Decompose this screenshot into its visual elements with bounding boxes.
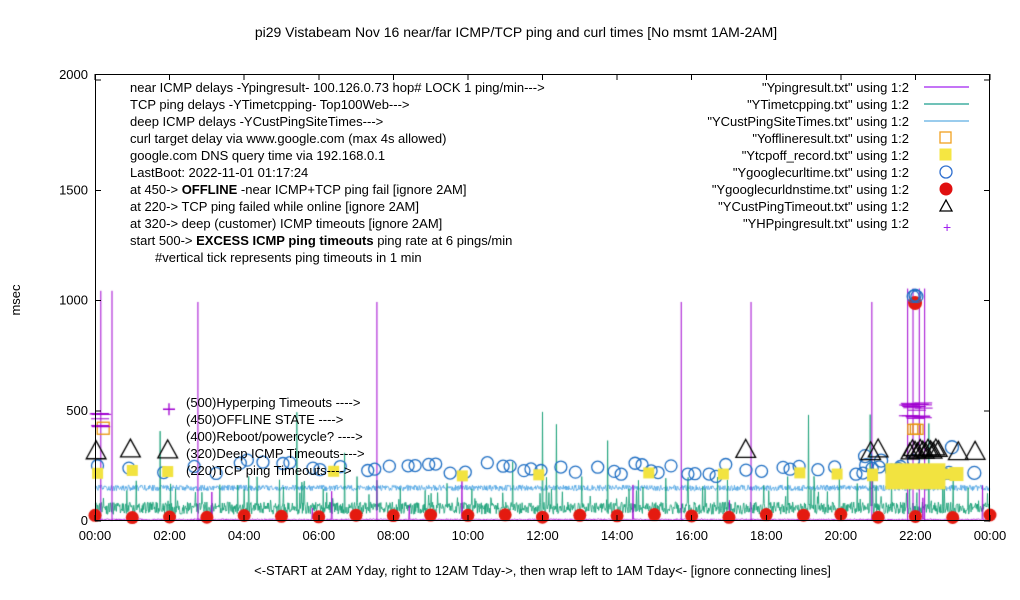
- svg-text:curl target delay via www.goog: curl target delay via www.google.com (ma…: [130, 131, 446, 146]
- svg-text:(220)TCP ping Timeouts---->: (220)TCP ping Timeouts---->: [186, 463, 352, 478]
- svg-text:10:00: 10:00: [452, 528, 485, 543]
- svg-text:"Ytcpoff_record.txt" using 1:2: "Ytcpoff_record.txt" using 1:2: [742, 148, 909, 163]
- svg-text:"YHPpingresult.txt" using 1:2: "YHPpingresult.txt" using 1:2: [743, 216, 909, 231]
- svg-text:20:00: 20:00: [825, 528, 858, 543]
- svg-text:12:00: 12:00: [526, 528, 559, 543]
- svg-text:16:00: 16:00: [675, 528, 708, 543]
- svg-text:500: 500: [66, 403, 88, 418]
- svg-text:"Ygooglecurltime.txt" using 1:: "Ygooglecurltime.txt" using 1:2: [733, 165, 909, 180]
- svg-text:"YCustPingTimeout.txt" using 1: "YCustPingTimeout.txt" using 1:2: [718, 199, 909, 214]
- svg-text:08:00: 08:00: [377, 528, 410, 543]
- svg-text:at 450-> OFFLINE -near ICMP+TC: at 450-> OFFLINE -near ICMP+TCP ping fai…: [130, 182, 466, 197]
- svg-text:00:00: 00:00: [974, 528, 1007, 543]
- svg-text:"Yofflineresult.txt" using 1:2: "Yofflineresult.txt" using 1:2: [752, 131, 909, 146]
- svg-text:near ICMP delays -Ypingresult-: near ICMP delays -Ypingresult- 100.126.0…: [130, 80, 545, 95]
- svg-text:0: 0: [81, 513, 88, 528]
- svg-text:start 500-> EXCESS ICMP ping t: start 500-> EXCESS ICMP ping timeouts pi…: [130, 233, 512, 248]
- svg-text:at 320-> deep (customer) ICMP: at 320-> deep (customer) ICMP timeouts […: [130, 216, 442, 231]
- svg-text:+: +: [943, 219, 951, 235]
- svg-text:18:00: 18:00: [750, 528, 783, 543]
- svg-text:pi29 Vistabeam Nov 16 near/f: pi29 Vistabeam Nov 16 near/far ICMP/TCP …: [255, 24, 777, 40]
- svg-text:1500: 1500: [59, 182, 88, 197]
- svg-text:"Ygooglecurldnstime.txt" using: "Ygooglecurldnstime.txt" using 1:2: [712, 182, 909, 197]
- svg-text:at 220-> TCP ping failed while: at 220-> TCP ping failed while online [i…: [130, 199, 419, 214]
- svg-text:(500)Hyperping Timeouts ---->: (500)Hyperping Timeouts ---->: [186, 395, 360, 410]
- svg-text:#vertical tick represents ping: #vertical tick represents ping timeouts …: [155, 250, 422, 265]
- svg-text:"YTimetcpping.txt" using 1:2: "YTimetcpping.txt" using 1:2: [747, 97, 909, 112]
- svg-text:(400)Reboot/powercycle? ---->: (400)Reboot/powercycle? ---->: [186, 429, 363, 444]
- svg-text:04:00: 04:00: [228, 528, 261, 543]
- svg-text:02:00: 02:00: [153, 528, 186, 543]
- svg-text:(320)Deep ICMP Timeouts---->: (320)Deep ICMP Timeouts---->: [186, 446, 365, 461]
- svg-text:22:00: 22:00: [899, 528, 932, 543]
- svg-text:00:00: 00:00: [79, 528, 112, 543]
- svg-text:"YCustPingSiteTimes.txt" using: "YCustPingSiteTimes.txt" using 1:2: [707, 114, 909, 129]
- svg-text:<-START at 2AM Yday, right to: <-START at 2AM Yday, right to 12AM Tday-…: [254, 563, 831, 578]
- svg-text:06:00: 06:00: [303, 528, 336, 543]
- svg-text:"Ypingresult.txt" using 1:2: "Ypingresult.txt" using 1:2: [762, 80, 909, 95]
- svg-text:(450)OFFLINE STATE ---->: (450)OFFLINE STATE ---->: [186, 412, 343, 427]
- svg-text:msec: msec: [8, 284, 23, 316]
- svg-text:2000: 2000: [59, 67, 88, 82]
- svg-text:deep ICMP delays -YCustPingSit: deep ICMP delays -YCustPingSiteTimes--->: [130, 114, 383, 129]
- svg-text:14:00: 14:00: [601, 528, 634, 543]
- svg-text:LastBoot: 2022-11-01 01:17:24: LastBoot: 2022-11-01 01:17:24: [130, 165, 308, 180]
- svg-text:TCP ping delays -YTimetcpping-: TCP ping delays -YTimetcpping- Top100Web…: [130, 97, 410, 112]
- svg-text:google.com DNS query time via: google.com DNS query time via 192.168.0.…: [130, 148, 385, 163]
- svg-text:1000: 1000: [59, 293, 88, 308]
